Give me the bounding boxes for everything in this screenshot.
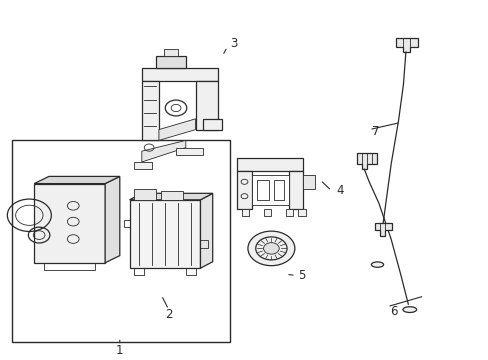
Ellipse shape xyxy=(370,262,383,267)
Text: 3: 3 xyxy=(229,37,237,50)
Polygon shape xyxy=(288,171,303,209)
Polygon shape xyxy=(34,184,105,263)
Polygon shape xyxy=(237,158,303,171)
Text: 5: 5 xyxy=(298,269,305,282)
Polygon shape xyxy=(159,119,195,140)
Polygon shape xyxy=(134,189,156,200)
Polygon shape xyxy=(356,153,376,169)
Polygon shape xyxy=(195,81,217,130)
Polygon shape xyxy=(34,176,120,184)
Polygon shape xyxy=(142,140,185,162)
Polygon shape xyxy=(156,56,185,68)
Circle shape xyxy=(247,231,294,266)
Polygon shape xyxy=(142,68,217,81)
Bar xyxy=(273,180,283,200)
Polygon shape xyxy=(242,209,249,216)
Polygon shape xyxy=(203,119,222,130)
Polygon shape xyxy=(163,49,178,56)
Polygon shape xyxy=(303,175,315,189)
Polygon shape xyxy=(264,209,271,216)
Polygon shape xyxy=(251,175,288,205)
Circle shape xyxy=(263,243,279,254)
Polygon shape xyxy=(129,193,212,200)
Polygon shape xyxy=(237,171,251,209)
Text: 2: 2 xyxy=(164,309,172,321)
Bar xyxy=(123,220,129,227)
Bar xyxy=(200,240,207,248)
Polygon shape xyxy=(161,191,183,200)
Polygon shape xyxy=(176,148,203,155)
Polygon shape xyxy=(298,209,305,216)
Polygon shape xyxy=(285,209,293,216)
Polygon shape xyxy=(129,200,200,268)
Bar xyxy=(256,180,268,200)
Ellipse shape xyxy=(402,307,416,312)
Text: 7: 7 xyxy=(371,125,379,138)
Text: 4: 4 xyxy=(335,184,343,197)
Text: 1: 1 xyxy=(116,345,123,357)
Polygon shape xyxy=(134,162,151,169)
Polygon shape xyxy=(395,38,417,52)
Polygon shape xyxy=(105,176,120,263)
Polygon shape xyxy=(142,81,159,140)
Text: 6: 6 xyxy=(389,305,397,318)
Polygon shape xyxy=(374,223,391,236)
Bar xyxy=(12,140,229,342)
Polygon shape xyxy=(200,193,212,268)
